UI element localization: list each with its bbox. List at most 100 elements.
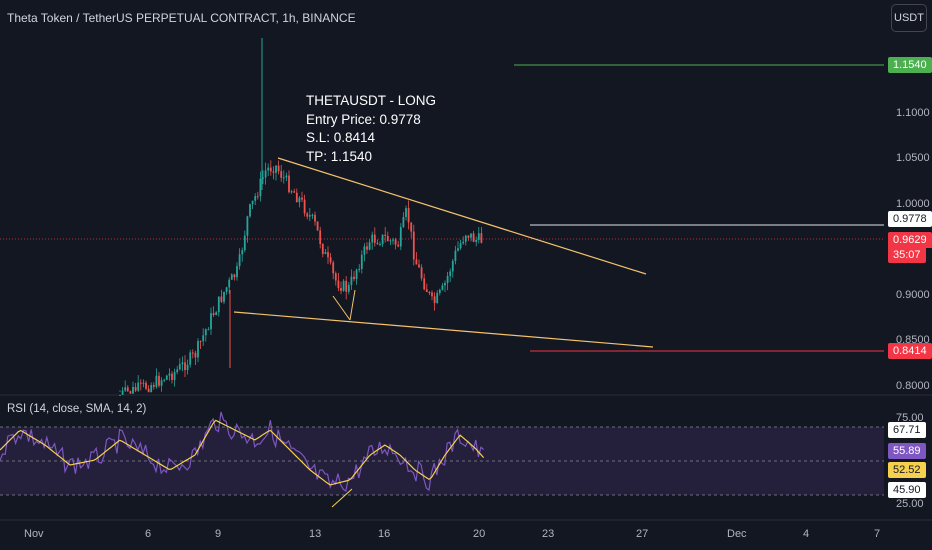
candle-body xyxy=(332,262,335,274)
candle-body xyxy=(199,341,202,343)
candle-body xyxy=(358,268,361,270)
time-label: 4 xyxy=(803,528,810,540)
annotation-line: Entry Price: 0.9778 xyxy=(306,111,421,127)
candle-body xyxy=(423,278,426,290)
candle-body xyxy=(280,171,283,178)
candle-body xyxy=(415,259,418,265)
candle-body xyxy=(454,250,457,261)
candle-body xyxy=(306,213,309,217)
candle-body xyxy=(342,280,345,291)
candle-body xyxy=(353,276,355,280)
candle-body xyxy=(441,285,444,290)
candle-body xyxy=(436,292,439,304)
candle-body xyxy=(386,235,389,242)
candle-body xyxy=(173,372,176,380)
rsi-tick: 75.00 xyxy=(896,412,924,424)
candle-body xyxy=(176,369,179,373)
rsi-line xyxy=(0,411,484,493)
candle-body xyxy=(438,289,441,293)
candle-body xyxy=(412,231,415,260)
candle-body xyxy=(451,260,454,272)
time-label: 16 xyxy=(378,528,391,540)
candle-body xyxy=(371,234,374,243)
candle-body xyxy=(477,233,480,240)
candle-body xyxy=(425,289,428,293)
candle-body xyxy=(316,221,319,231)
candle-body xyxy=(301,197,303,200)
candle-body xyxy=(405,208,407,218)
candle-body xyxy=(381,234,384,245)
upper-trendline[interactable] xyxy=(277,157,647,275)
swing-line xyxy=(332,295,351,321)
candle-body xyxy=(132,386,134,394)
candle-body xyxy=(223,291,225,302)
candle-body xyxy=(184,362,186,371)
rsi-lower-band-tag: 45.90 xyxy=(888,482,926,498)
candle-body xyxy=(238,254,241,267)
swing-line xyxy=(349,289,356,321)
candle-body xyxy=(246,216,249,236)
candle-body xyxy=(129,391,132,394)
candle-body xyxy=(399,227,402,247)
time-label: Dec xyxy=(727,528,747,540)
rsi-tick: 25.00 xyxy=(896,498,924,510)
candle-body xyxy=(462,241,465,244)
candle-body xyxy=(480,233,483,243)
candle-body xyxy=(241,250,244,255)
candle-body xyxy=(256,196,259,198)
candle-body xyxy=(319,230,322,244)
rsi-divergence-line xyxy=(331,488,353,508)
stop-loss-tag: 0.8414 xyxy=(888,343,932,359)
candle-body xyxy=(269,167,272,172)
time-label: 6 xyxy=(145,528,152,540)
entry-price-tag: 0.9778 xyxy=(888,211,932,227)
rsi-upper-band-tag: 67.71 xyxy=(888,422,926,438)
candle-body xyxy=(340,288,342,291)
candle-body xyxy=(204,329,207,336)
candle-body xyxy=(355,269,358,280)
candle-body xyxy=(295,192,298,203)
candle-body xyxy=(212,313,215,316)
current-price-tag: 0.9629 xyxy=(888,232,932,248)
candlestick-series xyxy=(119,38,483,396)
candle-body xyxy=(285,175,288,178)
price-tick: 1.0500 xyxy=(896,152,930,164)
candle-body xyxy=(275,165,277,173)
candle-body xyxy=(384,234,387,236)
candle-body xyxy=(215,312,218,316)
currency-button[interactable]: USDT xyxy=(891,4,927,32)
candle-body xyxy=(327,252,329,258)
candle-body xyxy=(467,235,470,238)
candle-body xyxy=(262,177,264,179)
candle-body xyxy=(290,191,293,193)
candle-body xyxy=(165,375,168,380)
symbol-title: Theta Token / TetherUS PERPETUAL CONTRAC… xyxy=(7,11,356,25)
candle-body xyxy=(337,280,340,289)
candle-body xyxy=(472,233,475,242)
candle-body xyxy=(197,341,199,358)
rsi-value-tag: 55.89 xyxy=(888,443,926,459)
rsi-indicator-label[interactable]: RSI (14, close, SMA, 14, 2) xyxy=(7,403,147,415)
candle-body xyxy=(186,364,189,371)
candle-body xyxy=(254,196,257,201)
candle-body xyxy=(168,373,171,376)
candle-body xyxy=(145,382,147,389)
rsi-sma-tag: 52.52 xyxy=(888,462,926,478)
candle-body xyxy=(207,329,210,331)
trade-annotation[interactable]: THETAUSDT - LONG Entry Price: 0.9778 S.L… xyxy=(306,92,436,166)
candle-body xyxy=(163,379,166,381)
candle-body xyxy=(288,175,290,193)
countdown-tag: 35:07 xyxy=(888,247,926,263)
candle-body xyxy=(171,373,173,380)
candle-body xyxy=(220,296,223,302)
candle-body xyxy=(418,264,420,268)
candle-body xyxy=(124,387,127,391)
candle-body xyxy=(308,215,311,217)
candle-body xyxy=(444,282,446,286)
candle-body xyxy=(233,274,236,278)
lower-trendline[interactable] xyxy=(233,311,654,348)
time-label: 7 xyxy=(874,528,881,540)
candle-body xyxy=(137,382,140,391)
candle-body xyxy=(420,267,423,279)
